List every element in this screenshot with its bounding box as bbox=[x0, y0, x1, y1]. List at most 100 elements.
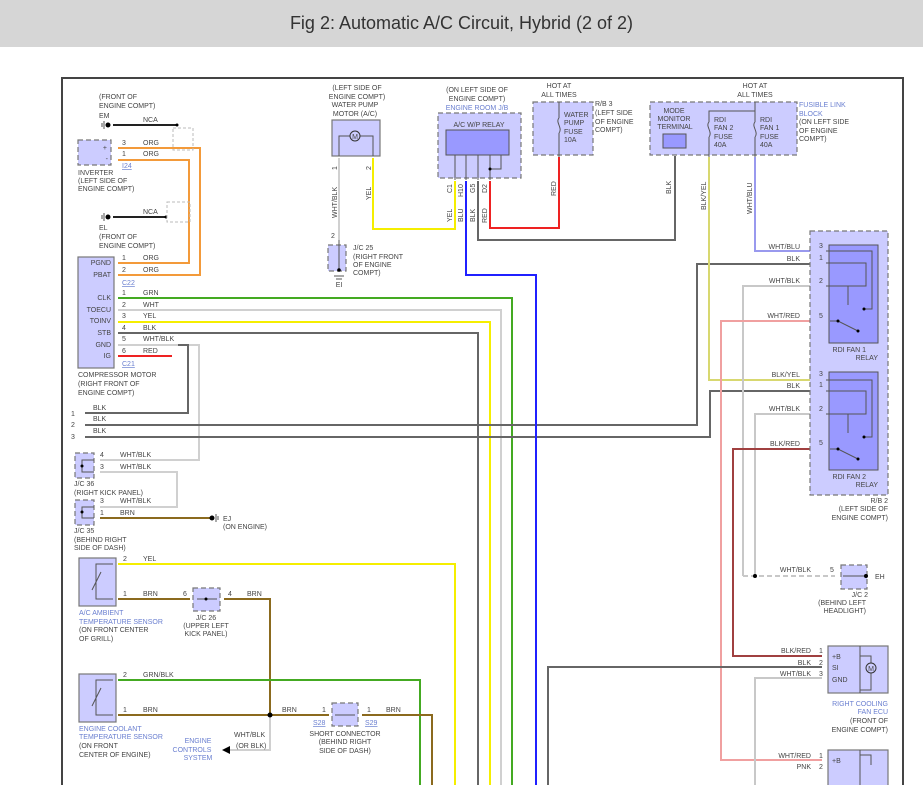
wire-wht-blu bbox=[754, 157, 822, 252]
wire-label: WHT/BLU bbox=[769, 244, 801, 251]
label: ENGINE COMPT) bbox=[78, 390, 134, 397]
wire-label: BRN bbox=[143, 707, 158, 714]
wire-label: BLK bbox=[93, 405, 107, 412]
wire-label: GRN/BLK bbox=[143, 672, 174, 679]
wire-label: WHT/BLK bbox=[120, 452, 151, 459]
wire-label: PNK bbox=[797, 764, 812, 771]
wire-label: BRN bbox=[282, 707, 297, 714]
pin-label: GND bbox=[832, 677, 848, 684]
pin-label: GND bbox=[95, 342, 111, 349]
pin-number: 5 bbox=[819, 313, 823, 320]
pin-number: 2 bbox=[122, 267, 126, 274]
wire-blk-2 bbox=[85, 263, 822, 426]
component-name: A/C AMBIENT bbox=[79, 610, 124, 617]
label: EI bbox=[336, 282, 343, 289]
wire-grn-clk bbox=[118, 297, 513, 785]
label: (BEHIND RIGHT bbox=[319, 739, 372, 746]
connector-id[interactable]: S29 bbox=[365, 720, 378, 727]
pin-number: 1 bbox=[322, 707, 326, 714]
wire-blk-si bbox=[547, 666, 822, 785]
component-name: TEMPERATURE SENSOR bbox=[79, 619, 163, 626]
ground-icon bbox=[337, 268, 341, 272]
splice-node bbox=[267, 712, 273, 718]
fuse-icon bbox=[557, 102, 561, 157]
jc25-box bbox=[327, 244, 347, 272]
pin-number: 4 bbox=[228, 591, 232, 598]
pin-number: 1 bbox=[71, 411, 75, 418]
wire-brn-jc26 bbox=[224, 598, 271, 715]
water-pump-motor-box bbox=[331, 119, 381, 157]
pin-number: 1 bbox=[332, 166, 339, 170]
pin-number: 1 bbox=[819, 648, 823, 655]
pin-number: 1 bbox=[819, 382, 823, 389]
label: FAN 1 bbox=[760, 125, 780, 132]
wire-label: WHT/RED bbox=[767, 313, 800, 320]
pin-label: IG bbox=[104, 353, 111, 360]
connector-id[interactable]: C22 bbox=[122, 280, 135, 287]
connector-id[interactable]: I24 bbox=[122, 163, 132, 170]
label: ALL TIMES bbox=[541, 92, 577, 99]
component-name: J/C 25 bbox=[353, 245, 373, 252]
nca-connector bbox=[166, 201, 191, 223]
pin-number: 3 bbox=[819, 371, 823, 378]
wire-blk-red bbox=[732, 448, 822, 657]
wire-label: BLK bbox=[787, 256, 801, 263]
label: TERMINAL bbox=[657, 124, 693, 131]
pin-label: + bbox=[103, 145, 107, 152]
pin-label: STB bbox=[97, 330, 111, 337]
relay-name: A/C W/P RELAY bbox=[453, 122, 504, 129]
label: ENGINE COMPT) bbox=[449, 96, 505, 103]
component-name: R/B 3 bbox=[595, 101, 613, 108]
wire-label: BLK bbox=[93, 428, 107, 435]
wire-label: BLK bbox=[93, 416, 107, 423]
pin-number: 6 bbox=[122, 348, 126, 355]
connector-id[interactable]: S28 bbox=[313, 720, 326, 727]
pin-number: 5 bbox=[830, 567, 834, 574]
component-name: CONTROLS bbox=[173, 747, 212, 754]
coolant-sensor-box bbox=[78, 673, 117, 723]
wire-label: ORG bbox=[143, 140, 159, 147]
label: COMPT) bbox=[799, 136, 827, 143]
rb3-box bbox=[532, 101, 594, 156]
label: EJ bbox=[223, 516, 231, 523]
label: RDI bbox=[714, 117, 726, 124]
pin-number: 5 bbox=[819, 440, 823, 447]
wire-label: BRN bbox=[120, 510, 135, 517]
wire-label: RED bbox=[551, 181, 558, 196]
label: (RIGHT KICK PANEL) bbox=[74, 490, 143, 497]
thermistor-icon bbox=[91, 679, 113, 716]
ground-icon bbox=[105, 214, 111, 220]
pin-number: 1 bbox=[123, 591, 127, 598]
pin-number: 3 bbox=[819, 671, 823, 678]
label: SIDE OF DASH) bbox=[74, 545, 126, 552]
wire-label: BLK/RED bbox=[770, 441, 800, 448]
component-name: MOTOR (A/C) bbox=[333, 111, 377, 118]
ground-ej-icon bbox=[209, 514, 219, 522]
pin-number: 3 bbox=[71, 434, 75, 441]
wire-label: ORG bbox=[143, 267, 159, 274]
jc35-box bbox=[74, 499, 95, 526]
label: HOT AT bbox=[547, 83, 572, 90]
label: MODE bbox=[664, 108, 685, 115]
wire-label: WHT/BLK bbox=[234, 732, 265, 739]
wire-label: YEL bbox=[447, 209, 454, 222]
pin-number: 2 bbox=[71, 422, 75, 429]
pin-label: CLK bbox=[97, 295, 111, 302]
connector-id[interactable]: C21 bbox=[122, 361, 135, 368]
wire-label: BLK/RED bbox=[781, 648, 811, 655]
figure-title-bar: Fig 2: Automatic A/C Circuit, Hybrid (2 … bbox=[0, 0, 923, 47]
label: ALL TIMES bbox=[737, 92, 773, 99]
motor-label: M bbox=[352, 134, 358, 141]
label: (BEHIND RIGHT bbox=[74, 537, 127, 544]
wires bbox=[85, 124, 835, 785]
pin-number: 2 bbox=[331, 233, 335, 240]
wire-yel-ambient bbox=[118, 563, 456, 785]
mode-monitor-terminal bbox=[662, 133, 687, 149]
label: WATER bbox=[564, 112, 589, 119]
arrow-left-icon bbox=[222, 746, 230, 754]
component-name: J/C 36 bbox=[74, 481, 94, 488]
wire-label: WHT/BLK bbox=[143, 336, 174, 343]
wire-blu-h10 bbox=[465, 181, 537, 785]
wire-label: BLK bbox=[787, 383, 801, 390]
